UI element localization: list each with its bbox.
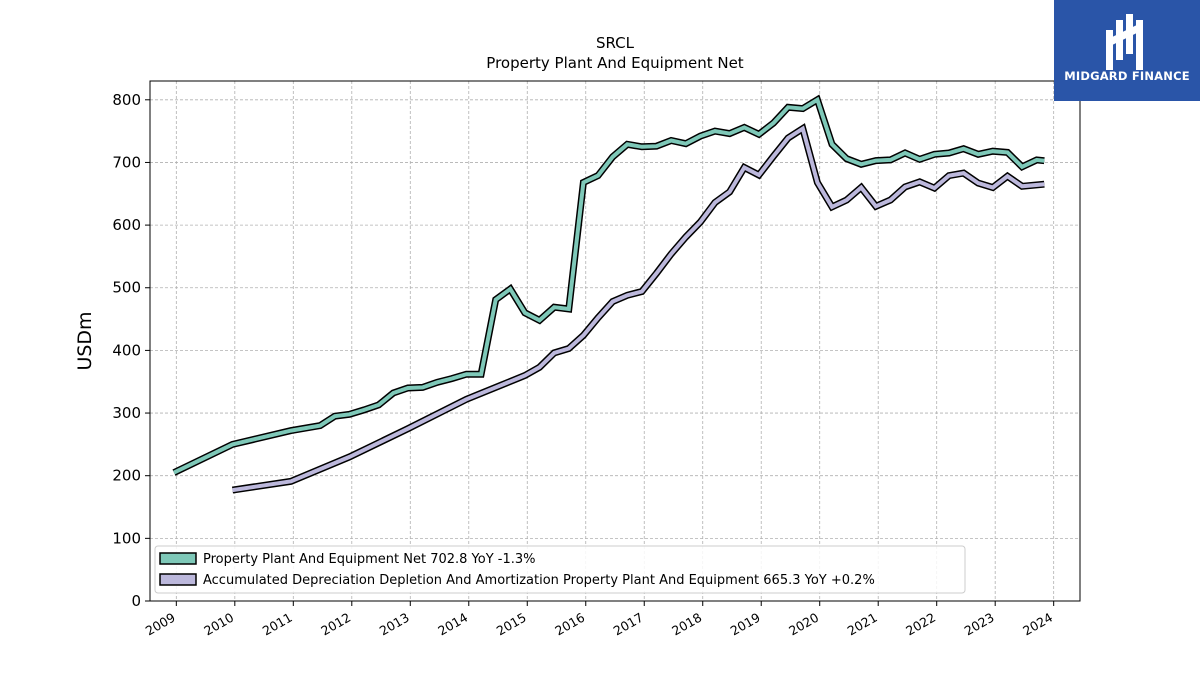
series-line-ppe-net [173, 96, 1045, 475]
grid [150, 81, 1080, 602]
x-tick-label: 2009 [143, 610, 178, 639]
midgard-logo-icon [1106, 14, 1143, 70]
x-tick-label: 2015 [494, 610, 529, 639]
y-tick-label: 100 [112, 529, 141, 547]
legend-label-accumulated-depreciation: Accumulated Depreciation Depletion And A… [203, 573, 875, 588]
legend-label-ppe-net: Property Plant And Equipment Net 702.8 Y… [203, 552, 536, 567]
x-tick-label: 2018 [669, 610, 704, 639]
x-tick-label: 2010 [201, 610, 236, 639]
x-tick-label: 2020 [786, 610, 821, 639]
y-tick-label: 600 [112, 216, 141, 234]
plot-frame [149, 80, 1081, 602]
x-tick-label: 2024 [1020, 610, 1055, 639]
x-tick-label: 2013 [377, 610, 412, 639]
y-tick-label: 800 [112, 91, 141, 109]
y-tick-label: 200 [112, 467, 141, 485]
series-line-accumulated-depreciation [232, 125, 1045, 493]
series-layer [172, 94, 1045, 494]
logo-wordmark: MIDGARD FINANCE [1064, 69, 1190, 83]
y-tick-label: 300 [112, 404, 141, 422]
y-tick-label: 400 [112, 341, 141, 359]
x-tick-label: 2023 [962, 610, 997, 639]
legend-box [154, 545, 966, 594]
y-tick-label: 700 [112, 153, 141, 171]
chart-title: SRCL [596, 34, 635, 52]
x-tick-label: 2012 [318, 610, 353, 639]
y-tick-label: 0 [131, 592, 141, 610]
y-tick-label: 500 [112, 279, 141, 297]
legend-swatch-accumulated-depreciation [159, 573, 197, 586]
y-axis-label: USDm [74, 311, 96, 370]
legend: Property Plant And Equipment Net 702.8 Y… [154, 545, 966, 594]
legend-swatch-ppe-net [159, 552, 197, 565]
x-tick-label: 2021 [845, 610, 880, 639]
chart-subtitle: Property Plant And Equipment Net [486, 54, 743, 72]
x-tick-label: 2014 [435, 610, 470, 639]
x-tick-label: 2016 [552, 610, 587, 639]
x-tick-label: 2022 [903, 610, 938, 639]
brand-logo: MIDGARD FINANCE [1054, 0, 1200, 101]
x-tick-label: 2017 [611, 610, 646, 639]
x-tick-label: 2011 [260, 610, 295, 639]
x-tick-label: 2019 [728, 610, 763, 639]
